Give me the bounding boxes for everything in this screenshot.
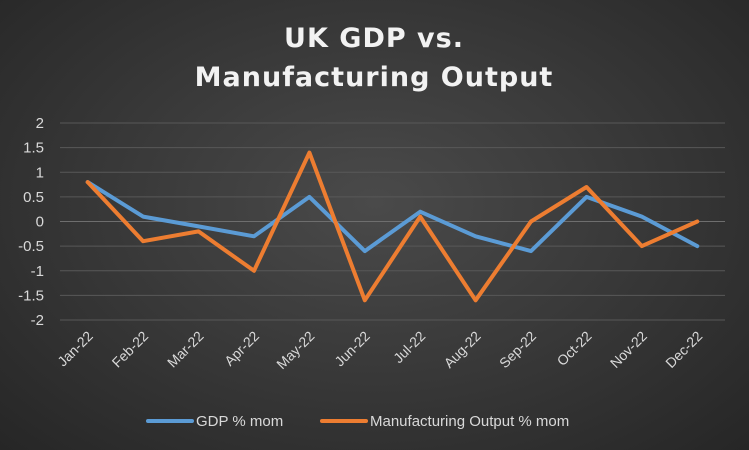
y-tick-label: 1 xyxy=(36,164,44,181)
x-tick-label: Mar-22 xyxy=(164,328,207,371)
y-tick-label: 0.5 xyxy=(23,189,44,206)
legend-label-gdp: GDP % mom xyxy=(196,413,283,430)
x-tick-label: Jan-22 xyxy=(54,328,96,370)
x-tick-label: Dec-22 xyxy=(662,328,705,371)
chart-title: UK GDP vs. Manufacturing Output xyxy=(195,23,554,93)
y-tick-label: -2 xyxy=(31,312,44,329)
x-tick-label: Jun-22 xyxy=(331,328,373,370)
chart-title-line-1: UK GDP vs. xyxy=(284,23,464,54)
y-tick-label: 2 xyxy=(36,115,44,132)
x-tick-label: Oct-22 xyxy=(554,328,595,369)
y-axis-tick-labels: 2 1.5 1 0.5 0 -0.5 -1 -1.5 -2 xyxy=(18,115,44,329)
x-tick-label: Jul-22 xyxy=(390,328,428,366)
x-tick-label: Feb-22 xyxy=(109,328,152,371)
chart-title-line-2: Manufacturing Output xyxy=(195,62,554,93)
y-tick-label: -0.5 xyxy=(18,238,44,255)
y-tick-label: 0 xyxy=(36,214,44,231)
y-tick-label: -1 xyxy=(31,263,44,280)
legend: GDP % mom Manufacturing Output % mom xyxy=(146,413,569,430)
legend-label-manufacturing: Manufacturing Output % mom xyxy=(370,413,569,430)
y-tick-label: -1.5 xyxy=(18,287,44,304)
series-line-manufacturing xyxy=(85,150,700,303)
x-tick-label: Sep-22 xyxy=(496,328,539,371)
x-tick-label: Nov-22 xyxy=(607,328,650,371)
series-lines xyxy=(85,150,700,303)
x-axis-tick-labels: Jan-22 Feb-22 Mar-22 Apr-22 May-22 Jun-22 Jul-… xyxy=(54,328,705,372)
series-line-gdp xyxy=(85,180,700,254)
x-tick-label: Apr-22 xyxy=(221,328,262,369)
x-tick-label: May-22 xyxy=(273,328,317,372)
x-tick-label: Aug-22 xyxy=(441,328,484,371)
y-tick-label: 1.5 xyxy=(23,140,44,157)
